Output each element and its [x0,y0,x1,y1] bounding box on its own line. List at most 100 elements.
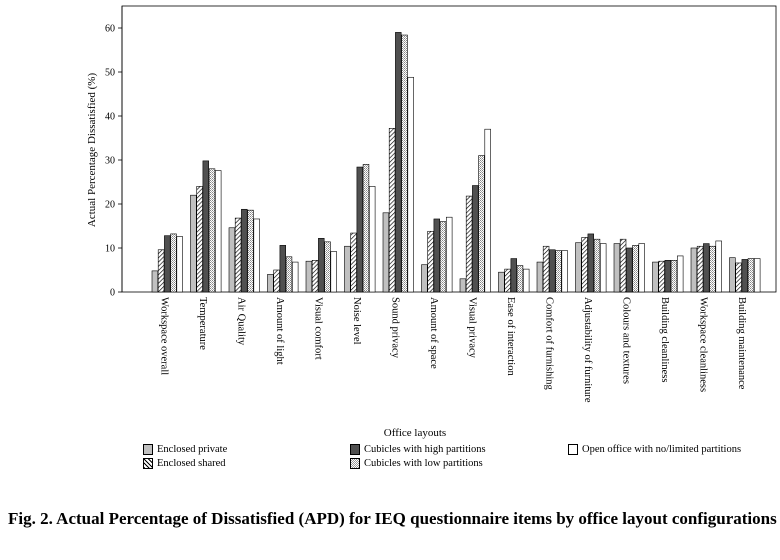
legend-label: Enclosed private [157,444,228,455]
bar [709,245,716,293]
bar [504,268,511,293]
x-tick-label: Amount of light [274,297,285,365]
bar [151,270,159,293]
x-tick-label: Ease of interaction [505,297,516,376]
bar [522,268,530,293]
legend: Enclosed private Enclosed shared Cubicle… [143,444,741,469]
x-tick-label: Sound privacy [390,297,401,359]
bar [176,236,183,293]
bar [703,243,710,293]
x-tick-label: Noise level [351,297,362,345]
legend-item: Enclosed shared [143,458,226,469]
bar [593,238,601,293]
bar [356,166,363,293]
bar [285,256,293,293]
bar [157,249,165,293]
x-tick-label: Visual privacy [467,297,478,359]
bar [344,245,351,293]
y-tick-label: 40 [105,112,115,123]
bar [253,218,260,293]
bar [318,238,325,293]
bar [465,195,473,293]
bar [291,261,299,293]
bar [388,128,396,293]
legend-item: Cubicles with low partitions [350,458,483,469]
y-axis: 0 10 20 30 40 50 60 [105,6,123,299]
bar [208,168,216,293]
bar [459,278,467,293]
bar [445,216,453,293]
bar [575,242,582,293]
bar [561,250,568,293]
bar [395,32,402,293]
bars [151,32,761,293]
x-tick-label: Visual comfort [313,297,324,360]
bar [715,240,722,293]
legend-swatch [350,458,360,469]
x-axis-label: Office layouts [384,427,446,439]
y-tick-label: 20 [105,200,115,211]
bar [619,238,627,293]
x-tick-label: Air Quality [236,297,247,346]
bar [368,186,376,293]
y-axis-label: Actual Percentage Dissatisfied (%) [86,73,98,228]
bar [555,250,562,293]
bar [170,233,177,293]
bar [234,217,242,293]
x-tick-label: Adjustability of furniture [582,297,593,403]
bar [407,76,414,293]
bar [581,237,588,293]
bar [510,258,517,293]
bar [362,164,370,293]
bar [696,245,704,293]
bar [658,260,665,293]
bar [324,241,331,293]
legend-label: Cubicles with high partitions [364,444,486,455]
bar [305,260,313,293]
bar [729,257,736,293]
x-axis-labels: Workspace overall Temperature Air Quality A… [159,297,748,403]
bar [735,262,742,293]
bar [350,232,357,293]
bar [498,271,505,293]
x-tick-label: Comfort of furnishing [544,297,555,390]
bar [196,186,203,293]
x-tick-label: Temperature [197,297,208,350]
bar [542,245,550,293]
bar [690,247,698,293]
legend-swatch [143,444,153,455]
y-tick-label: 30 [105,156,115,167]
bar [638,243,645,293]
bar [311,260,319,293]
bar [664,260,672,293]
bar [421,264,428,293]
bar [599,243,607,293]
legend-swatch [568,444,578,455]
legend-swatch [350,444,360,455]
y-tick-label: 60 [105,24,115,35]
legend-item: Cubicles with high partitions [350,444,486,455]
bar [652,261,659,293]
bar [228,227,236,293]
bar [382,212,390,293]
x-tick-label: Colours and textures [621,297,632,384]
bar [433,218,440,293]
bar [670,260,678,293]
bar [472,185,479,293]
x-tick-label: Amount of space [428,297,439,369]
bar [164,235,171,293]
bar [215,170,222,293]
bar [478,155,485,293]
bar [190,194,197,293]
legend-label: Enclosed shared [157,458,226,469]
x-tick-label: Workspace overall [159,297,170,375]
bar [626,247,633,293]
bar [484,128,491,293]
bar [202,160,209,293]
bar [401,34,408,293]
bar [267,274,274,293]
legend-item: Enclosed private [143,444,227,455]
bar [241,208,248,293]
figure-caption: Fig. 2. Actual Percentage of Dissatisfie… [8,509,777,528]
bar [549,249,556,293]
